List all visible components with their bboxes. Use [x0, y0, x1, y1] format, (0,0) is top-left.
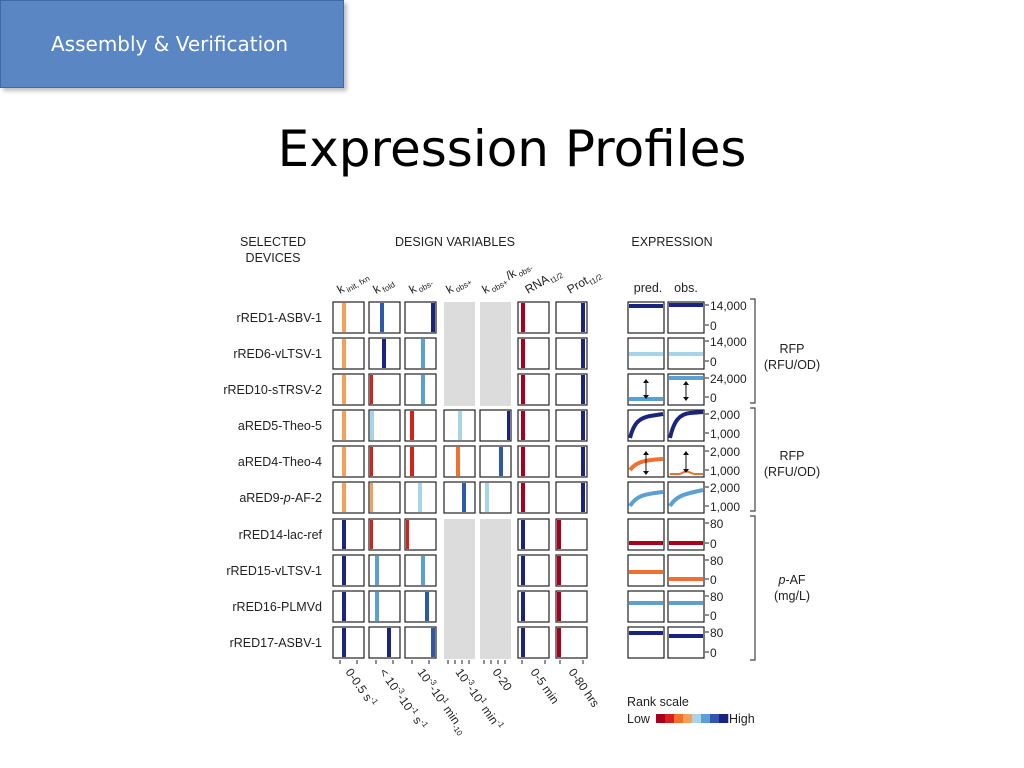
device-label: aRED5-Theo-5	[238, 419, 322, 433]
group-unit-rfp-1: (RFU/OD)	[764, 358, 820, 372]
tick-label: 24,000	[710, 372, 747, 386]
tick-label: 80	[710, 590, 724, 604]
device-label: aRED9-p-AF-2	[239, 491, 322, 505]
tick-label: 0	[710, 355, 717, 369]
tick-label: 80	[710, 517, 724, 531]
header-design-variables: DESIGN VARIABLES	[395, 235, 515, 249]
rank-scale-swatch	[674, 714, 684, 723]
tick-label: 1,000	[710, 427, 740, 441]
expression-column-obs: obs.	[674, 281, 698, 295]
group-brackets	[750, 298, 756, 661]
expression-column-pred: pred.	[634, 281, 663, 295]
group-unit-rfp-2: (RFU/OD)	[764, 465, 820, 479]
tick-label: 0	[710, 646, 717, 660]
header-selected-devices-2: DEVICES	[246, 251, 301, 265]
variable-label-k-fold: kfold	[371, 274, 397, 298]
tick-label: 0	[710, 537, 717, 551]
header-selected-devices-1: SELECTED	[240, 235, 306, 249]
rank-scale-high: High	[729, 712, 755, 726]
range-label-prot-half-life: 0-80 hrs	[566, 666, 603, 710]
tick-label: 2,000	[710, 408, 740, 422]
device-label: rRED1-ASBV-1	[237, 311, 322, 325]
group-label-rfp-1: RFP	[780, 342, 805, 356]
tick-label: 0	[710, 319, 717, 333]
tick-label: 0	[710, 609, 717, 623]
design-variable-grid	[332, 301, 588, 659]
slide-title: Expression Profiles	[277, 120, 747, 178]
tick-label: 80	[710, 626, 724, 640]
range-labels: 0-0.5 s-1 < 10-3-10-1 s-1 10-3-101 min-1…	[343, 665, 603, 738]
device-label: rRED15-vLTSV-1	[226, 564, 322, 578]
tick-label: 2,000	[710, 481, 740, 495]
rank-scale-swatch	[692, 714, 702, 723]
range-ticks	[339, 660, 584, 664]
rank-scale-swatches	[656, 714, 729, 723]
device-label: rRED14-lac-ref	[239, 528, 323, 542]
device-label: rRED16-PLMVd	[232, 600, 322, 614]
expression-frames	[627, 301, 705, 659]
value-bars	[342, 303, 585, 657]
variable-label-k-init: kinit, fxn	[335, 268, 372, 299]
device-labels: rRED1-ASBV-1 rRED6-vLTSV-1 rRED10-sTRSV-…	[223, 311, 322, 650]
tick-label: 0	[710, 391, 717, 405]
tick-label: 14,000	[710, 335, 747, 349]
device-label: rRED10-sTRSV-2	[223, 383, 322, 397]
rank-scale-swatch	[710, 714, 720, 723]
expression-traces	[628, 303, 704, 638]
tick-label: 2,000	[710, 445, 740, 459]
tick-label: 14,000	[710, 299, 747, 313]
variable-label-k-obs-plus: kobs+	[444, 272, 474, 299]
rank-scale-swatch	[656, 714, 666, 723]
section-banner: Assembly & Verification	[0, 0, 344, 88]
tick-label: 1,000	[710, 464, 740, 478]
cell-frames	[332, 301, 588, 659]
rank-scale-swatch	[665, 714, 675, 723]
range-label-rna-half-life: 0-5 min	[528, 666, 562, 707]
tick-label: 1,000	[710, 500, 740, 514]
expression-tick-labels: 14,000 0 14,000 0 24,000 0 2,000 1,000 2…	[705, 299, 747, 660]
tick-label: 0	[710, 573, 717, 587]
rank-scale-swatch	[683, 714, 693, 723]
variable-label-prot-half-life: Prott1/2	[565, 266, 605, 298]
group-unit-paf: (mg/L)	[774, 589, 810, 603]
tick-label: 80	[710, 554, 724, 568]
device-label: rRED6-vLTSV-1	[233, 347, 322, 361]
group-label-rfp-2: RFP	[780, 449, 805, 463]
shaded-column	[480, 302, 511, 406]
variable-labels: kinit, fxn kfold kobs- kobs+ kobs+/kobs-…	[335, 263, 605, 299]
group-label-paf: p-AF	[777, 573, 805, 587]
device-label: rRED17-ASBV-1	[230, 636, 322, 650]
rank-scale-title: Rank scale	[627, 695, 689, 709]
rank-scale-legend: Rank scale Low High	[627, 695, 755, 726]
shaded-column	[444, 302, 475, 406]
section-banner-label: Assembly & Verification	[51, 32, 289, 56]
shaded-column	[444, 519, 475, 659]
rank-scale-swatch	[719, 714, 729, 723]
expression-panels	[627, 301, 705, 659]
rank-scale-swatch	[701, 714, 711, 723]
header-expression: EXPRESSION	[631, 235, 712, 249]
variable-label-k-obs-minus: kobs-	[407, 273, 436, 299]
shaded-column	[480, 519, 511, 659]
range-label-k-ratio: 0-20	[490, 666, 515, 694]
rank-scale-low: Low	[627, 712, 651, 726]
range-label-k-init: 0-0.5 s-1	[343, 665, 381, 710]
device-label: aRED4-Theo-4	[238, 455, 322, 469]
